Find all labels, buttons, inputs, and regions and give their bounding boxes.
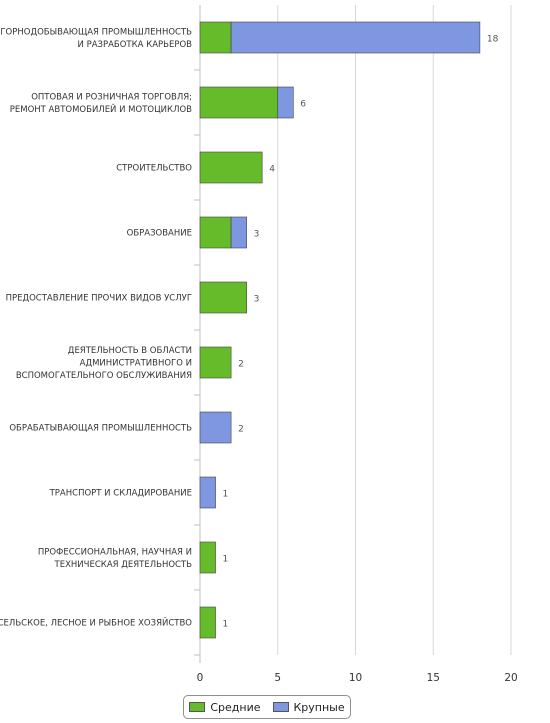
bar-total-label: 3	[254, 230, 260, 240]
bar-total-label: 1	[223, 555, 229, 565]
bar-krupnye	[230, 216, 247, 249]
category-label: ДЕЯТЕЛЬНОСТЬ В ОБЛАСТИ	[68, 346, 192, 356]
bar-krupnye	[277, 86, 294, 119]
category-label: ТЕХНИЧЕСКАЯ ДЕЯТЕЛЬНОСТЬ	[54, 560, 193, 570]
x-tick-label: 15	[427, 672, 440, 684]
bar-srednie	[199, 21, 232, 54]
legend-swatch-srednie	[189, 702, 206, 712]
legend-label-srednie: Средние	[210, 700, 261, 714]
category-label: И РАЗРАБОТКА КАРЬЕРОВ	[78, 40, 193, 50]
bar-krupnye	[230, 21, 481, 54]
bar-srednie	[199, 216, 232, 249]
chart-legend: Средние Крупные	[183, 695, 351, 719]
bar-srednie	[199, 151, 263, 184]
category-label: СТРОИТЕЛЬСТВО	[116, 164, 192, 174]
legend-swatch-krupnye	[272, 702, 289, 712]
bar-total-label: 18	[487, 35, 499, 45]
bar-total-label: 1	[223, 490, 229, 500]
bar-total-label: 4	[269, 165, 275, 175]
category-label: ТРАНСПОРТ И СКЛАДИРОВАНИЕ	[49, 489, 192, 499]
bar-chart: 0 5 10 15 20 ГОРНОДОБЫВАЮЩАЯ ПРОМЫШЛЕННОСТЬ И …	[0, 5, 518, 684]
x-tick-label: 20	[504, 672, 517, 684]
category-label: ОБРАЗОВАНИЕ	[127, 229, 192, 239]
bar-total-label: 2	[238, 425, 244, 435]
bar-srednie	[199, 346, 232, 379]
bar-krupnye	[199, 476, 216, 509]
legend-item-krupnye[interactable]: Крупные	[272, 700, 345, 714]
bar-srednie	[199, 281, 247, 314]
legend-label-krupnye: Крупные	[293, 700, 345, 714]
bar-krupnye	[199, 411, 232, 444]
category-label: ОПТОВАЯ И РОЗНИЧНАЯ ТОРГОВЛЯ;	[31, 92, 192, 102]
x-tick-label: 5	[274, 672, 281, 684]
legend-item-srednie[interactable]: Средние	[189, 700, 261, 714]
bar-srednie	[199, 606, 216, 639]
category-label: ВСПОМОГАТЕЛЬНОГО ОБСЛУЖИВАНИЯ	[16, 371, 192, 381]
x-tick-label: 10	[349, 672, 362, 684]
bar-srednie	[199, 86, 279, 119]
x-tick-label: 0	[197, 672, 204, 684]
bar-total-label: 3	[254, 295, 260, 305]
category-label: АДМИНИСТРАТИВНОГО И	[80, 359, 192, 369]
category-label: ГОРНОДОБЫВАЮЩАЯ ПРОМЫШЛЕННОСТЬ	[0, 27, 192, 37]
bar-total-label: 1	[223, 620, 229, 630]
bar-srednie	[199, 541, 216, 574]
bar-total-label: 2	[238, 360, 244, 370]
category-label: ПРОФЕССИОНАЛЬНАЯ, НАУЧНАЯ И	[38, 547, 192, 557]
category-label: РЕМОНТ АВТОМОБИЛЕЙ И МОТОЦИКЛОВ	[10, 103, 192, 115]
category-label: ОБРАБАТЫВАЮЩАЯ ПРОМЫШЛЕННОСТЬ	[9, 424, 192, 434]
category-label: ПРЕДОСТАВЛЕНИЕ ПРОЧИХ ВИДОВ УСЛУГ	[6, 294, 192, 304]
category-label: СЕЛЬСКОЕ, ЛЕСНОЕ И РЫБНОЕ ХОЗЯЙСТВО	[0, 617, 192, 629]
bar-total-label: 6	[300, 100, 306, 110]
